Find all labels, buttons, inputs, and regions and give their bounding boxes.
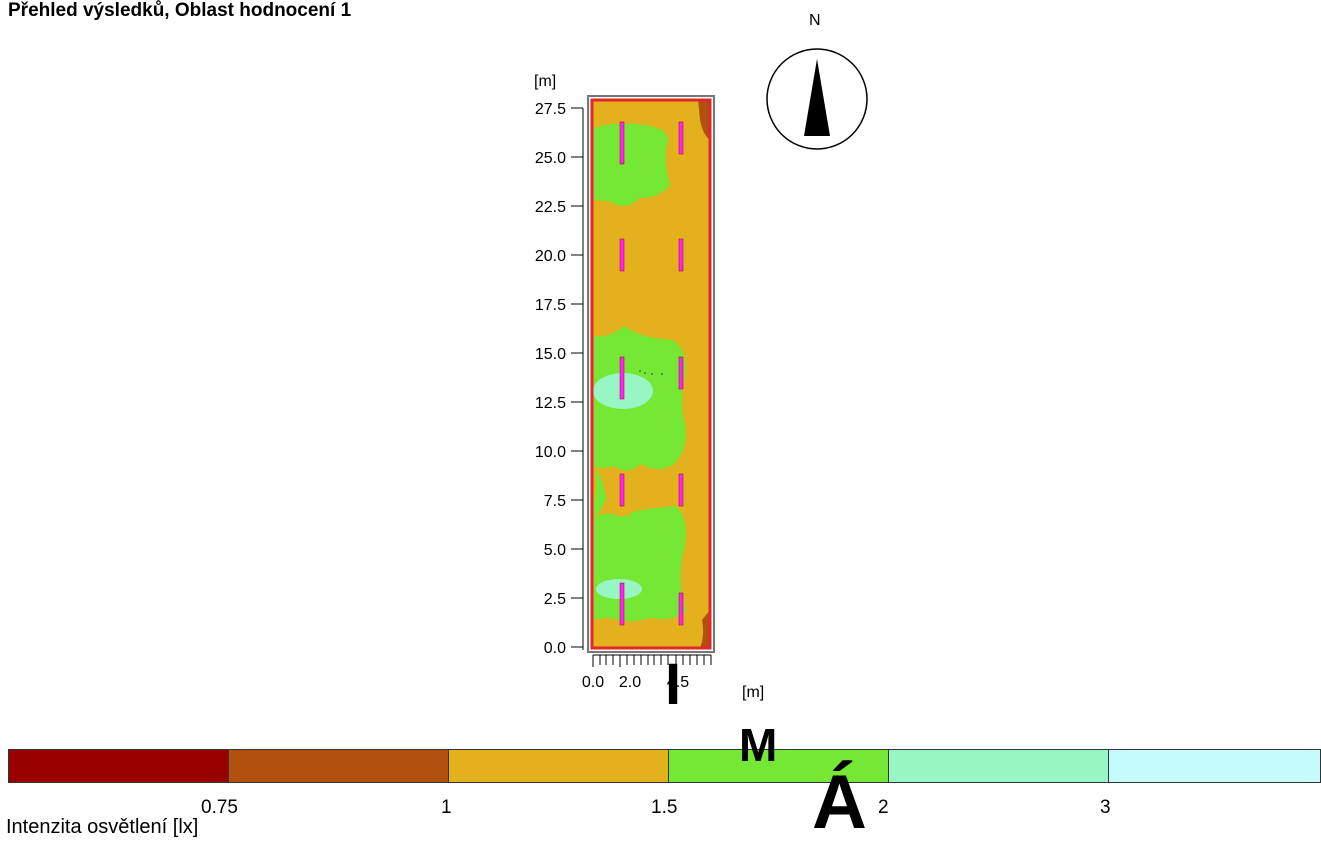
calculation-points	[639, 370, 663, 375]
y-tick: 27.5	[535, 101, 583, 118]
y-tick: 7.5	[544, 493, 583, 510]
y-tick-label: 10.0	[535, 444, 566, 461]
isoline-zone-1.5-to-2	[594, 506, 686, 621]
page-title: Přehled výsledků, Oblast hodnocení 1	[8, 0, 352, 21]
y-tick: 17.5	[535, 297, 583, 314]
isoline-zone-0.75-to-1	[698, 100, 710, 140]
x-tick-label: 0.0	[582, 674, 604, 691]
overlay-letter: M	[739, 719, 778, 771]
north-arrow-icon	[804, 59, 830, 136]
legend-value: 3	[1100, 797, 1111, 818]
evaluation-area	[587, 95, 715, 653]
y-tick-label: 12.5	[535, 395, 566, 412]
luminaire-icon	[678, 473, 684, 507]
y-tick: 20.0	[535, 248, 583, 265]
legend-swatch	[448, 749, 669, 783]
y-tick-label: 22.5	[535, 199, 566, 216]
legend-value: 1.5	[651, 797, 678, 818]
y-tick-label: 5.0	[544, 542, 566, 559]
overlay-letter: I	[665, 652, 682, 717]
luminaires	[619, 121, 684, 626]
legend-swatch	[888, 749, 1109, 783]
luminaire-icon	[678, 592, 684, 626]
area-boundary	[590, 98, 712, 650]
y-tick-label: 17.5	[535, 297, 566, 314]
y-tick: 12.5	[535, 395, 583, 412]
y-tick: 15.0	[535, 346, 583, 363]
compass-icon	[766, 48, 868, 150]
north-label: N	[809, 12, 821, 29]
legend-value: 1	[441, 797, 452, 818]
legend-swatch	[228, 749, 449, 783]
legend-value: 0.75	[201, 797, 238, 818]
y-tick-label: 25.0	[535, 150, 566, 167]
x-tick-label: 2.0	[619, 674, 641, 691]
luminaire-icon	[678, 238, 684, 272]
legend-swatch	[668, 749, 889, 783]
y-tick: 22.5	[535, 199, 583, 216]
y-tick-label: 7.5	[544, 493, 566, 510]
luminaire-icon	[619, 356, 625, 400]
isoline-zone-2-to-3	[596, 579, 642, 599]
luminaire-icon	[619, 473, 625, 507]
x-axis: 0.0 2.0 4.5	[582, 654, 712, 691]
y-tick-label: 2.5	[544, 591, 566, 608]
y-tick-label: 15.0	[535, 346, 566, 363]
legend-title: Intenzita osvětlení [lx]	[6, 816, 199, 838]
y-tick-label: 0.0	[544, 640, 566, 657]
y-tick: 5.0	[544, 542, 583, 559]
area-frame	[587, 95, 715, 653]
legend-swatch	[8, 749, 229, 783]
x-tick-label: 4.5	[667, 674, 689, 691]
isoline-zone-1.5-to-2	[594, 123, 670, 207]
y-tick: 2.5	[544, 591, 583, 608]
x-axis-unit: [m]	[742, 684, 764, 701]
y-tick: 10.0	[535, 444, 583, 461]
luminaire-icon	[619, 238, 625, 272]
isoline-zone-0.75-to-1	[700, 610, 710, 648]
y-axis-ticks: 27.5 25.0 22.5 20.0 17.5 15.0 12.5 10.0 …	[535, 101, 583, 657]
y-tick: 0.0	[544, 640, 583, 657]
isoline-zone-1.5-to-2	[594, 466, 606, 520]
overlay-letter: Á	[812, 760, 867, 845]
color-legend	[8, 749, 1321, 785]
legend-value: 2	[878, 797, 889, 818]
y-tick-label: 27.5	[535, 101, 566, 118]
y-tick: 25.0	[535, 150, 583, 167]
luminaire-icon	[678, 121, 684, 155]
y-axis-unit: [m]	[534, 73, 556, 90]
y-tick-label: 20.0	[535, 248, 566, 265]
luminaire-icon	[619, 121, 625, 165]
legend-swatch	[1108, 749, 1321, 783]
isoline-plot: [m] [m] 27.5 25.0 22.5 20.0 17.5 15.0 12…	[534, 73, 764, 701]
luminaire-icon	[678, 356, 684, 390]
luminaire-icon	[619, 582, 625, 626]
